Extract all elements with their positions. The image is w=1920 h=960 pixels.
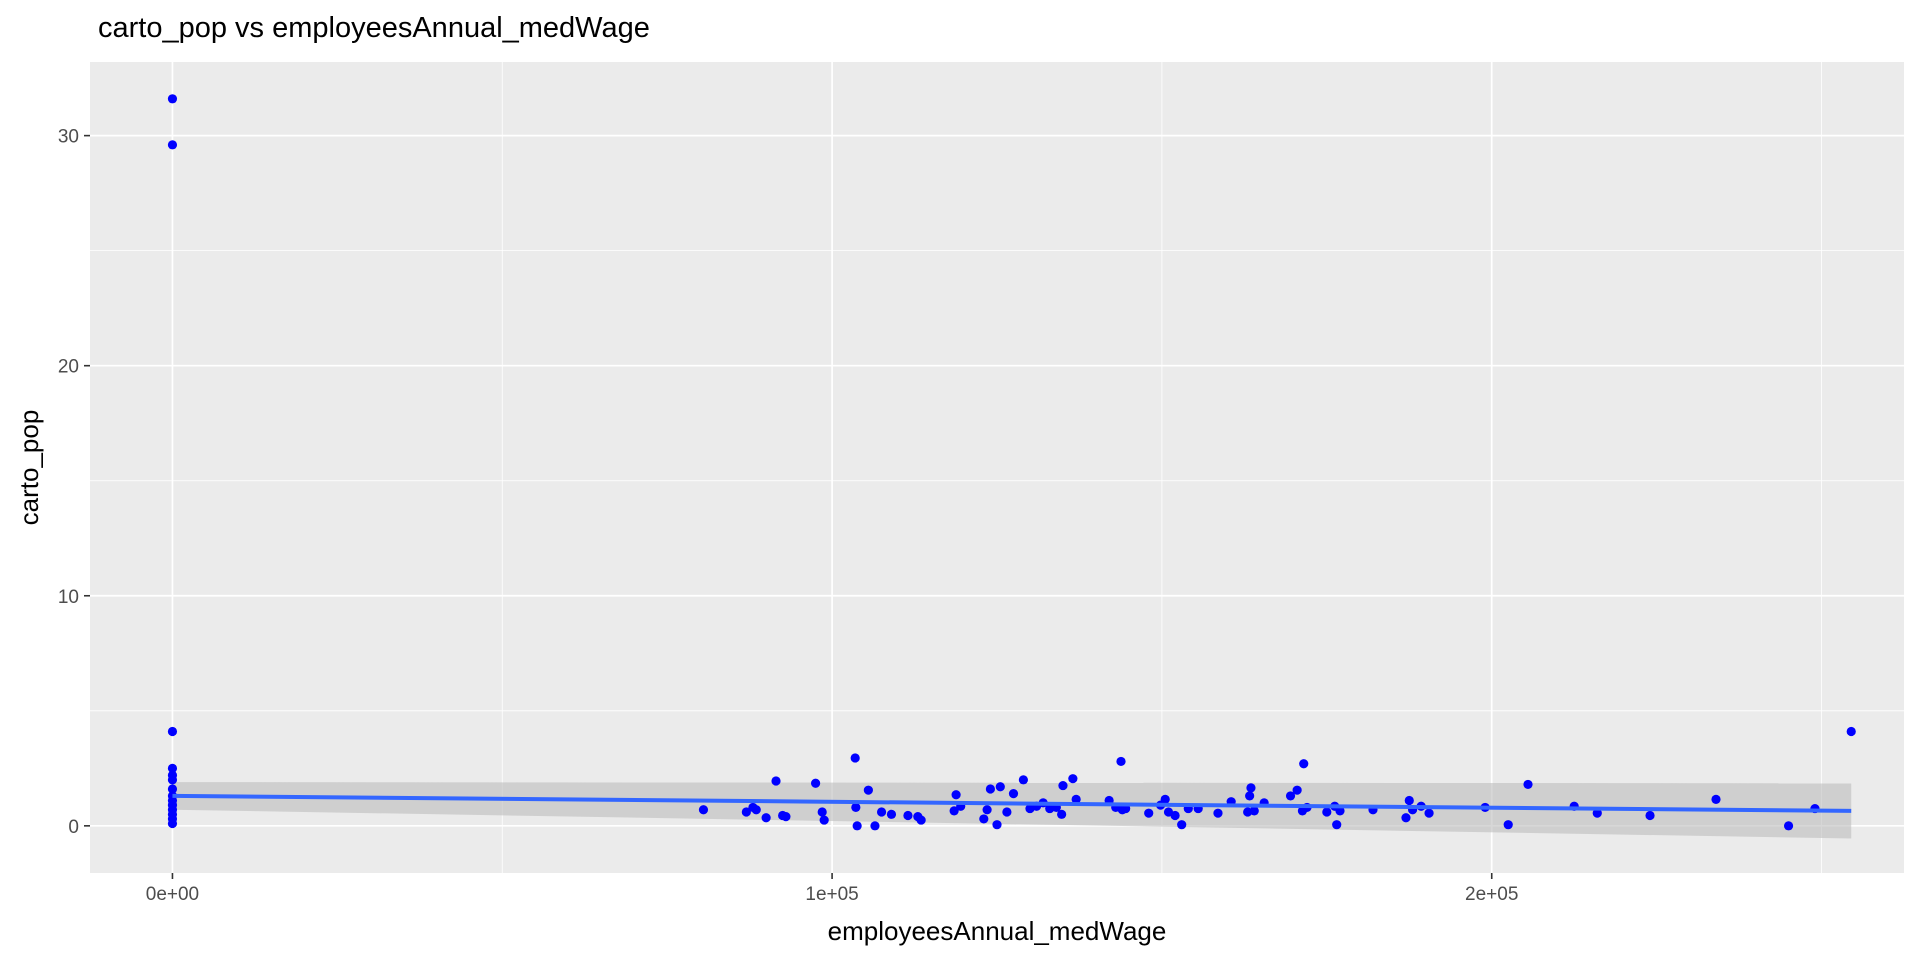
data-point (1503, 820, 1513, 830)
data-point (982, 805, 992, 815)
chart-title: carto_pop vs employeesAnnual_medWage (98, 12, 650, 44)
data-point (916, 815, 926, 825)
data-point (1213, 808, 1223, 818)
y-tick-label: 10 (58, 587, 79, 608)
x-tick-label: 1e+05 (805, 884, 858, 905)
data-point (751, 805, 761, 815)
data-point (761, 813, 771, 823)
data-point (1170, 810, 1180, 821)
data-point (852, 821, 862, 831)
data-point (886, 809, 897, 819)
data-point (1292, 785, 1302, 795)
y-tick-label: 20 (58, 357, 79, 378)
data-point (698, 805, 709, 815)
grid-minor (90, 62, 1904, 873)
data-point (1299, 759, 1309, 769)
data-point (1018, 775, 1028, 785)
data-point (167, 140, 178, 150)
data-point (1401, 813, 1411, 823)
data-point (1424, 808, 1434, 818)
data-point (1160, 794, 1170, 804)
x-axis-title: employeesAnnual_medWage (828, 916, 1167, 946)
data-point (985, 784, 996, 794)
x-tick-label: 0e+00 (146, 884, 199, 905)
tick-labels: 0e+00 1e+05 2e+05 0 10 20 30 (58, 127, 1519, 905)
data-point (167, 818, 178, 829)
data-point (167, 94, 178, 104)
data-point (1404, 795, 1414, 806)
data-point (1002, 807, 1012, 817)
data-point (870, 821, 880, 831)
y-tick-label: 30 (58, 127, 79, 148)
confidence-band (172, 782, 1852, 839)
data-point (1249, 806, 1259, 816)
data-point (850, 753, 860, 763)
plot-panel (90, 62, 1904, 873)
data-point (1645, 810, 1655, 821)
data-point (1285, 791, 1296, 801)
data-point (781, 812, 791, 822)
data-point (876, 807, 887, 817)
data-point (1068, 774, 1078, 784)
data-point (167, 775, 178, 785)
smooth-line-layer (172, 793, 1852, 813)
data-point (1246, 783, 1256, 793)
smooth-line (172, 793, 1852, 813)
data-point (1711, 794, 1721, 804)
data-point (1322, 807, 1332, 817)
data-point (1058, 780, 1068, 791)
data-point (811, 778, 821, 788)
data-point (1116, 756, 1126, 767)
data-point (819, 815, 829, 825)
data-point (863, 785, 873, 795)
data-point (1071, 794, 1081, 804)
data-point (1846, 726, 1856, 737)
y-tick-label: 0 (68, 817, 79, 838)
data-point (1245, 791, 1255, 801)
data-point (951, 790, 961, 800)
y-axis-title: carto_pop (14, 410, 44, 526)
data-point (1008, 789, 1019, 799)
data-point (1057, 809, 1067, 819)
data-point (1592, 808, 1602, 818)
data-point (167, 763, 178, 773)
data-point (1783, 821, 1794, 831)
data-point (851, 802, 861, 813)
data-point (995, 782, 1005, 792)
data-point (1177, 820, 1187, 830)
data-point (979, 814, 989, 824)
axis-ticks (84, 134, 1493, 879)
data-point (992, 820, 1002, 830)
confidence-band-layer (172, 782, 1852, 839)
data-point (771, 776, 781, 786)
data-point (1335, 806, 1345, 816)
x-tick-label: 2e+05 (1465, 884, 1518, 905)
data-point (167, 784, 178, 794)
data-point (1144, 808, 1154, 818)
data-point (741, 807, 751, 817)
data-point (1523, 779, 1533, 790)
data-point (903, 810, 913, 821)
data-point (949, 806, 959, 816)
data-point (1332, 820, 1342, 830)
data-point (817, 807, 827, 817)
data-point (167, 726, 178, 737)
